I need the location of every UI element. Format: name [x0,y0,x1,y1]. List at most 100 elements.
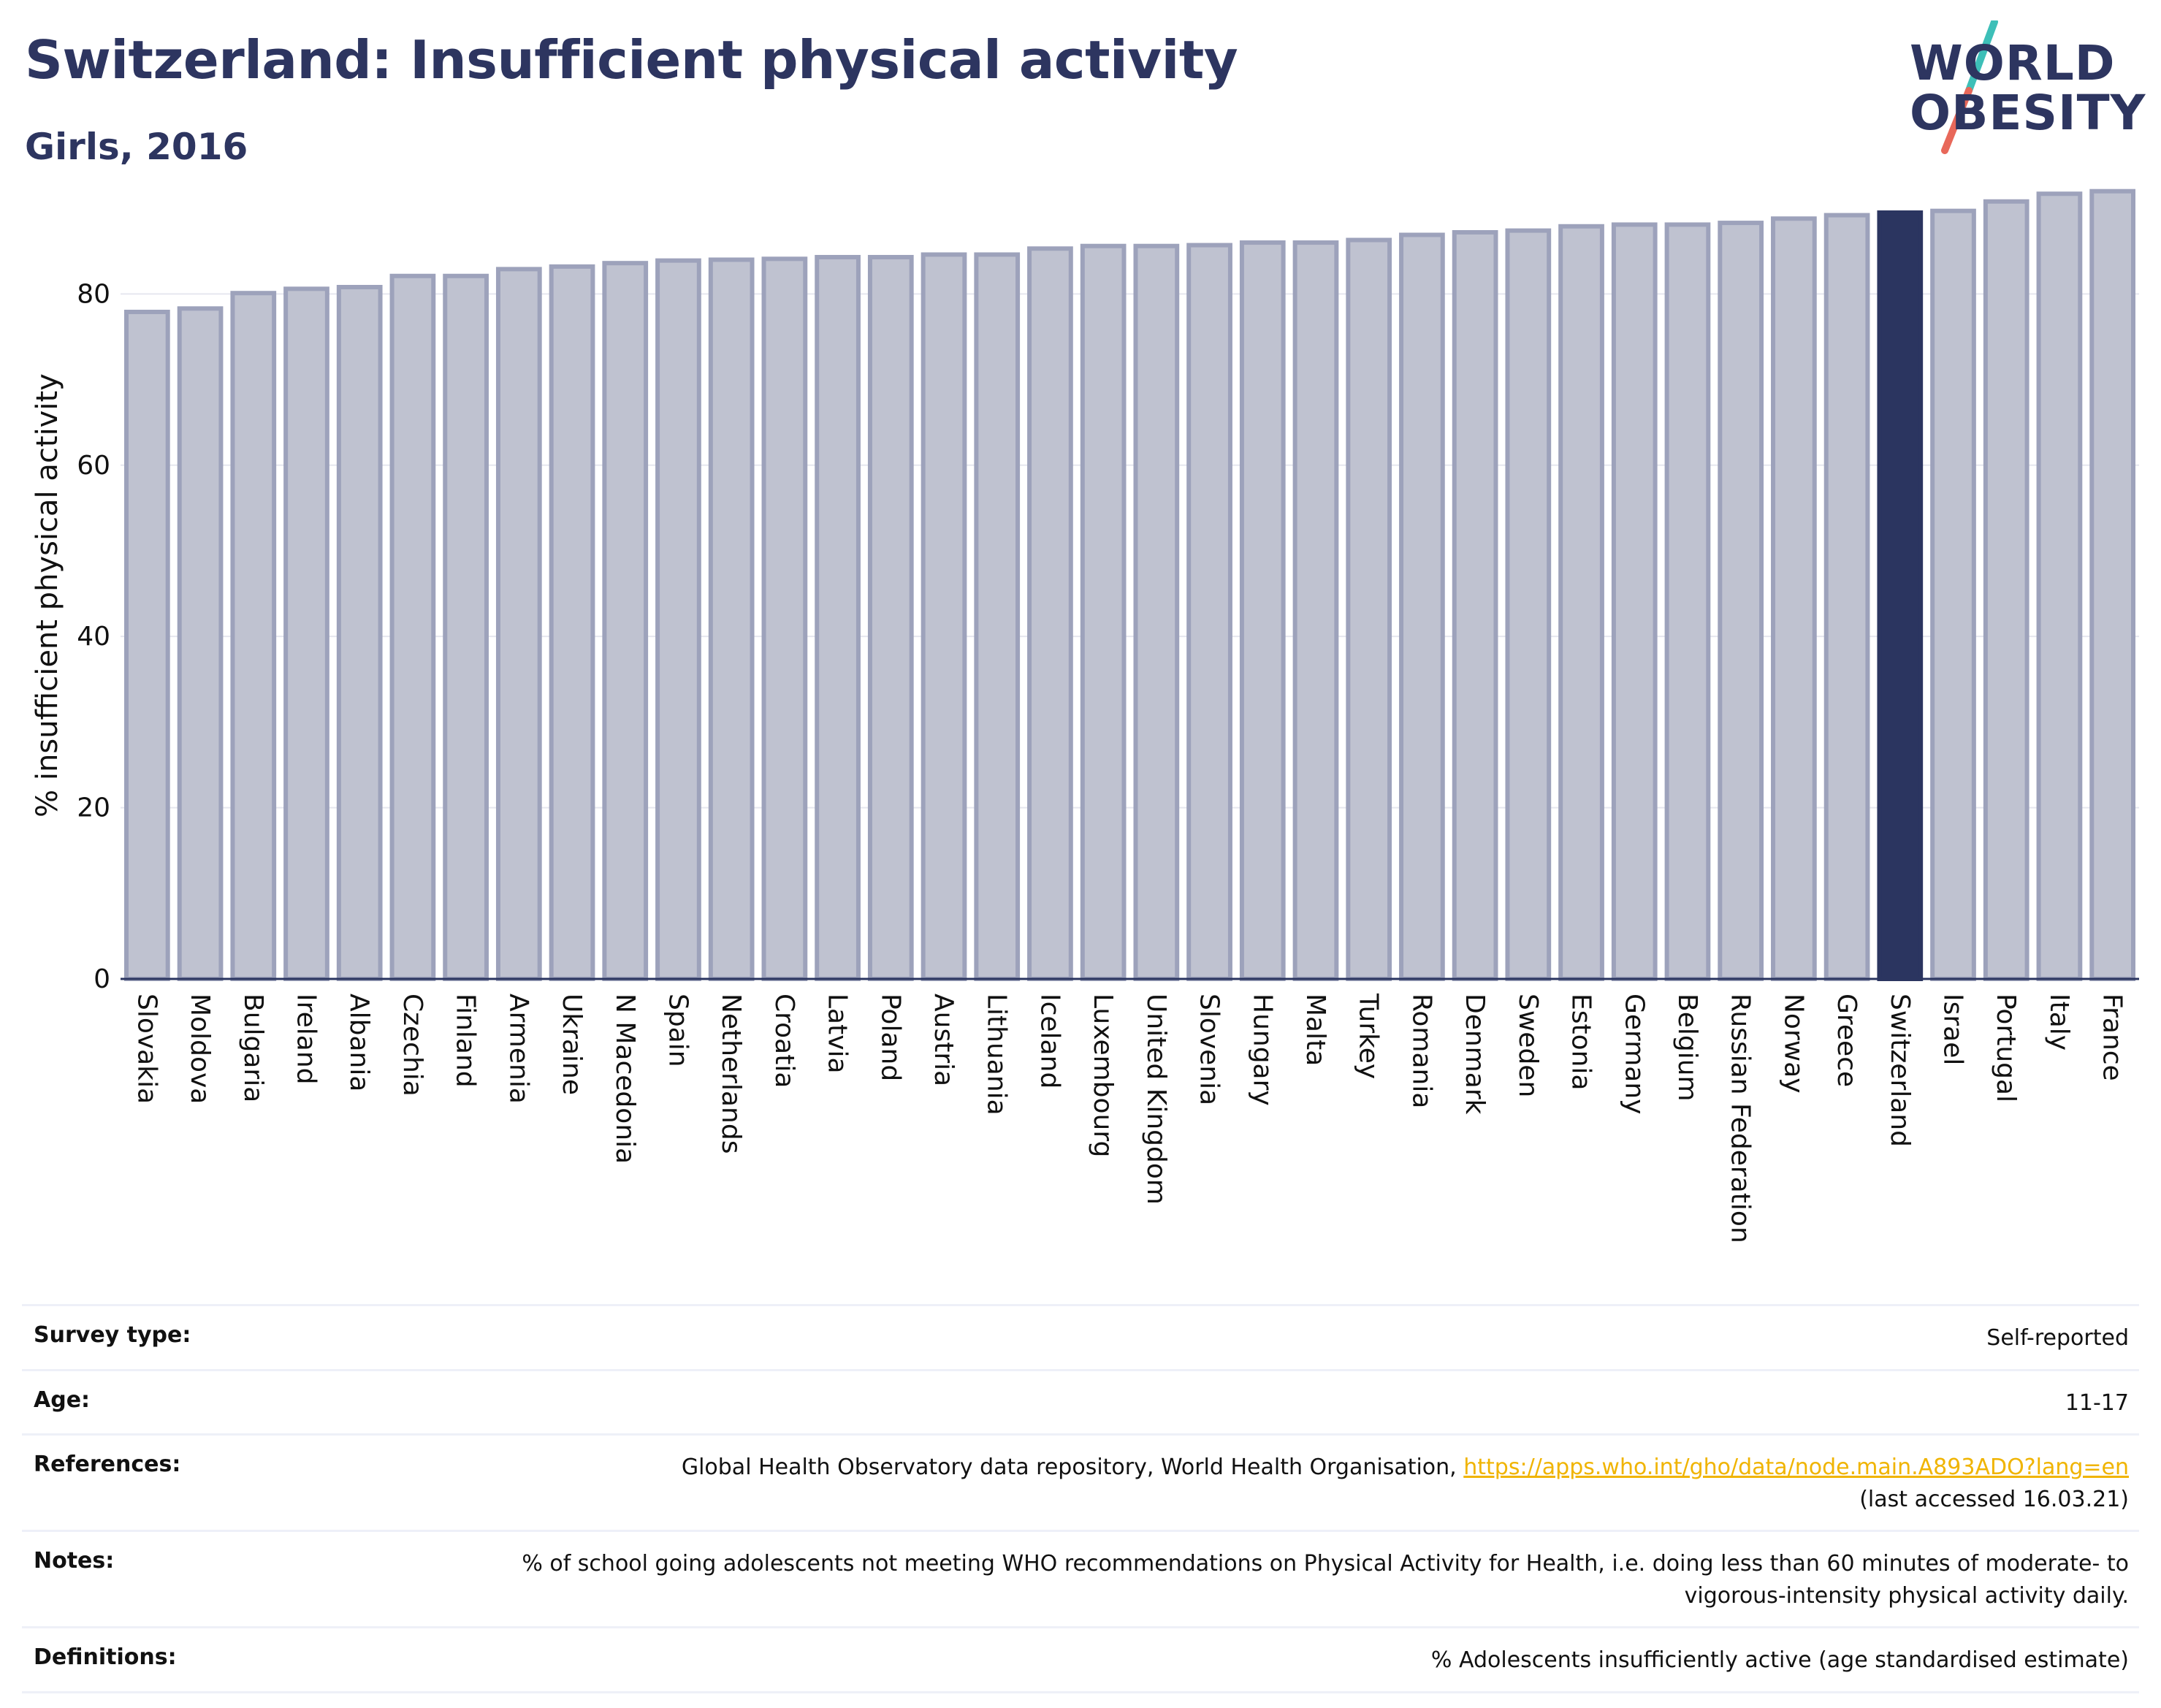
bar [443,273,489,981]
bar [1983,199,2029,982]
x-tick-label: Hungary [1247,994,1277,1106]
x-tick-label: Russian Federation [1726,994,1756,1243]
x-tick-label: Denmark [1460,994,1490,1115]
x-tick-label: Turkey [1354,993,1384,1079]
x-tick-label: Slovenia [1194,994,1224,1105]
info-value: % of school going adolescents not meetin… [522,1551,2129,1609]
x-tick-label: Switzerland [1885,994,1915,1147]
bar [921,252,967,982]
x-tick-label: N Macedonia [610,994,640,1164]
y-axis-label: % insufficient physical activity [31,373,64,817]
logo-word-world: WORLD [1910,35,2116,91]
bar [1399,232,1445,981]
x-tick-label: Italy [2044,994,2074,1051]
bar [761,256,808,981]
x-tick-label: Malta [1300,994,1330,1066]
y-tick-label: 60 [77,451,110,481]
y-tick-label: 40 [77,622,110,652]
bar [495,267,542,981]
bar [867,254,914,982]
bar [1186,243,1232,981]
x-tick-label: Israel [1938,994,1968,1065]
bar [1930,208,1976,982]
x-tick-label: Croatia [769,994,799,1088]
x-tick-label: Estonia [1566,994,1596,1091]
info-value: Self-reported [1986,1325,2129,1351]
info-label: Notes: [34,1548,115,1574]
x-tick-label: Austria [929,994,958,1086]
bar [602,261,649,981]
info-label: References: [34,1452,181,1477]
page-title: Switzerland: Insufficient physical activ… [25,29,1238,91]
reference-text: Global Health Observatory data repositor… [681,1455,1457,1480]
bar [1611,222,1658,982]
reference-link[interactable]: https://apps.who.int/gho/data/node.main.… [1463,1455,2129,1480]
bar [2089,188,2136,981]
info-row-definitions: Definitions: % Adolescents insufficientl… [22,1626,2139,1693]
info-value-references: Global Health Observatory data repositor… [682,1452,2129,1515]
x-tick-label: Sweden [1513,994,1543,1097]
bar [1771,216,1817,981]
x-tick-label: France [2097,994,2127,1081]
info-row-notes: Notes: % of school going adolescents not… [22,1530,2139,1626]
x-tick-label: Latvia [823,994,853,1074]
bar [1239,240,1286,981]
bar [974,252,1021,982]
bar-highlight [1877,210,1924,982]
info-label: Definitions: [34,1644,177,1670]
bar [549,264,595,981]
world-obesity-logo: WORLD OBESITY [1899,20,2148,159]
x-tick-label: United Kingdom [1141,994,1171,1205]
info-row-references: References: Global Health Observatory da… [22,1433,2139,1530]
info-table: Survey type: Self-reported Age: 11-17 Re… [22,1304,2139,1693]
x-tick-label: Norway [1778,994,1808,1094]
x-tick-label: Moldova [185,994,215,1104]
logo-slash-icon [1941,20,1998,154]
bar [283,286,329,982]
bar [389,273,436,981]
bar [1558,224,1604,982]
x-tick-label: Albania [344,994,374,1091]
info-value: % Adolescents insufficiently active (age… [1430,1647,2129,1673]
bar [1133,243,1180,981]
info-row-age: Age: 11-17 [22,1368,2139,1434]
info-label: Age: [34,1387,91,1413]
bar [1346,237,1392,982]
bar [1292,240,1339,981]
bar [230,291,277,981]
bar [123,309,170,981]
info-label: Survey type: [34,1322,191,1348]
bar [1823,213,1870,982]
x-tick-label: Poland [875,994,905,1081]
x-tick-label: Belgium [1672,994,1702,1102]
x-tick-label: Czechia [397,994,427,1097]
bar [708,257,755,981]
bar [177,306,224,981]
bar [655,258,701,982]
bar [1027,246,1073,981]
x-tick-label: Iceland [1034,994,1064,1089]
x-tick-label: Finland [451,994,481,1088]
bar [1080,243,1127,981]
x-tick-label: Spain [663,994,693,1067]
bar [1718,221,1764,981]
bar [1664,222,1711,982]
x-tick-label: Romania [1406,994,1436,1108]
y-tick-label: 80 [77,279,110,309]
x-tick-label: Lithuania [982,994,1012,1116]
bar [815,254,861,982]
info-value: 11-17 [2065,1389,2129,1416]
bar-chart: 0 20 40 60 80 Slovakia Moldova Bulgaria Ireland A… [31,188,2139,1243]
bar [1505,228,1552,982]
x-tick-label: Ukraine [557,994,587,1095]
y-tick-label: 20 [77,793,110,823]
logo-word-obesity: OBESITY [1910,85,2146,141]
x-tick-label: Armenia [503,994,533,1104]
x-tick-label: Netherlands [716,994,746,1154]
info-row-survey-type: Survey type: Self-reported [22,1304,2139,1369]
x-tick-label: Luxembourg [1088,994,1118,1157]
reference-accessed: (last accessed 16.03.21) [1859,1486,2129,1512]
y-tick-label: 0 [94,964,110,994]
bar [336,284,383,981]
x-tick-label: Portugal [1991,994,2021,1102]
